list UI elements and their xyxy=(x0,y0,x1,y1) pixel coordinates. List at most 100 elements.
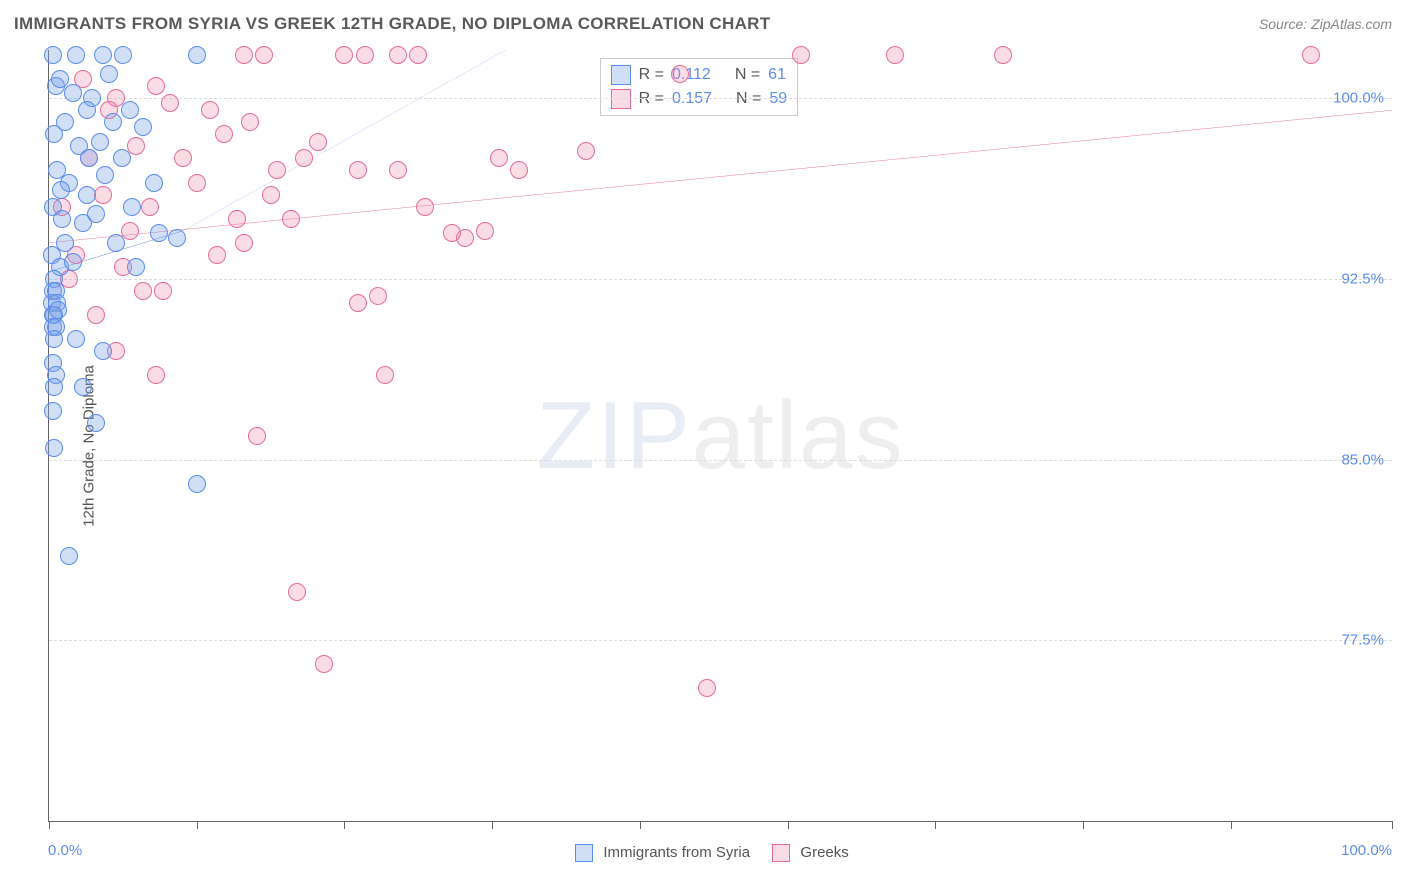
point-greek xyxy=(671,65,689,83)
n-value-a: 61 xyxy=(768,66,786,84)
legend-label-b: Greeks xyxy=(800,844,848,861)
point-syria xyxy=(67,330,85,348)
point-greek xyxy=(335,46,353,64)
point-greek xyxy=(886,46,904,64)
x-tick xyxy=(344,821,345,829)
watermark: ZIPatlas xyxy=(536,381,904,491)
point-greek xyxy=(127,137,145,155)
point-greek xyxy=(698,679,716,697)
point-greek xyxy=(315,655,333,673)
point-greek xyxy=(416,198,434,216)
point-syria xyxy=(168,229,186,247)
legend-label-a: Immigrants from Syria xyxy=(603,844,750,861)
watermark-atlas: atlas xyxy=(692,382,905,489)
point-greek xyxy=(309,133,327,151)
point-greek xyxy=(510,161,528,179)
point-greek xyxy=(174,149,192,167)
point-syria xyxy=(107,234,125,252)
x-tick xyxy=(492,821,493,829)
point-greek xyxy=(87,306,105,324)
point-greek xyxy=(577,142,595,160)
point-syria xyxy=(127,258,145,276)
point-syria xyxy=(104,113,122,131)
point-syria xyxy=(56,234,74,252)
point-syria xyxy=(188,475,206,493)
x-tick xyxy=(1231,821,1232,829)
point-syria xyxy=(123,198,141,216)
x-tick xyxy=(788,821,789,829)
point-syria xyxy=(113,149,131,167)
point-greek xyxy=(349,294,367,312)
x-tick xyxy=(1392,821,1393,829)
point-greek xyxy=(188,174,206,192)
stats-legend-box: R = 0.112 N = 61 R = 0.157 N = 59 xyxy=(600,58,799,116)
point-syria xyxy=(96,166,114,184)
point-syria xyxy=(74,378,92,396)
point-syria xyxy=(45,439,63,457)
point-greek xyxy=(141,198,159,216)
point-greek xyxy=(262,186,280,204)
y-tick-label: 100.0% xyxy=(1333,90,1384,107)
n-label: N = xyxy=(735,66,760,84)
point-syria xyxy=(52,181,70,199)
gridline xyxy=(49,640,1392,641)
point-greek xyxy=(161,94,179,112)
point-syria xyxy=(114,46,132,64)
point-syria xyxy=(45,330,63,348)
y-tick-label: 85.0% xyxy=(1341,451,1384,468)
point-greek xyxy=(490,149,508,167)
point-syria xyxy=(91,133,109,151)
stats-swatch-a xyxy=(611,65,631,85)
point-greek xyxy=(282,210,300,228)
point-syria xyxy=(87,205,105,223)
point-greek xyxy=(228,210,246,228)
point-syria xyxy=(134,118,152,136)
point-greek xyxy=(288,583,306,601)
point-syria xyxy=(145,174,163,192)
point-greek xyxy=(389,161,407,179)
point-syria xyxy=(53,210,71,228)
point-syria xyxy=(44,402,62,420)
point-syria xyxy=(121,101,139,119)
point-greek xyxy=(94,186,112,204)
point-syria xyxy=(94,46,112,64)
point-greek xyxy=(154,282,172,300)
point-syria xyxy=(64,253,82,271)
r-label: R = xyxy=(639,66,664,84)
point-syria xyxy=(64,84,82,102)
x-tick xyxy=(49,821,50,829)
point-greek xyxy=(389,46,407,64)
point-syria xyxy=(51,70,69,88)
point-greek xyxy=(201,101,219,119)
point-greek xyxy=(349,161,367,179)
point-greek xyxy=(1302,46,1320,64)
point-greek xyxy=(134,282,152,300)
point-greek xyxy=(235,46,253,64)
point-syria xyxy=(78,101,96,119)
point-greek xyxy=(356,46,374,64)
gridline xyxy=(49,279,1392,280)
point-syria xyxy=(60,547,78,565)
plot-area: ZIPatlas R = 0.112 N = 61 R = 0.157 N = … xyxy=(48,50,1392,822)
chart-title: IMMIGRANTS FROM SYRIA VS GREEK 12TH GRAD… xyxy=(14,14,770,34)
y-tick-label: 77.5% xyxy=(1341,632,1384,649)
point-greek xyxy=(248,427,266,445)
legend-swatch-b xyxy=(772,844,790,862)
point-syria xyxy=(87,414,105,432)
point-greek xyxy=(456,229,474,247)
point-syria xyxy=(78,186,96,204)
gridline xyxy=(49,460,1392,461)
point-greek xyxy=(295,149,313,167)
point-greek xyxy=(241,113,259,131)
point-syria xyxy=(56,113,74,131)
x-tick xyxy=(640,821,641,829)
point-greek xyxy=(409,46,427,64)
point-greek xyxy=(255,46,273,64)
point-syria xyxy=(100,65,118,83)
point-syria xyxy=(45,378,63,396)
point-greek xyxy=(147,77,165,95)
x-tick xyxy=(935,821,936,829)
point-greek xyxy=(369,287,387,305)
point-greek xyxy=(792,46,810,64)
gridline xyxy=(49,98,1392,99)
